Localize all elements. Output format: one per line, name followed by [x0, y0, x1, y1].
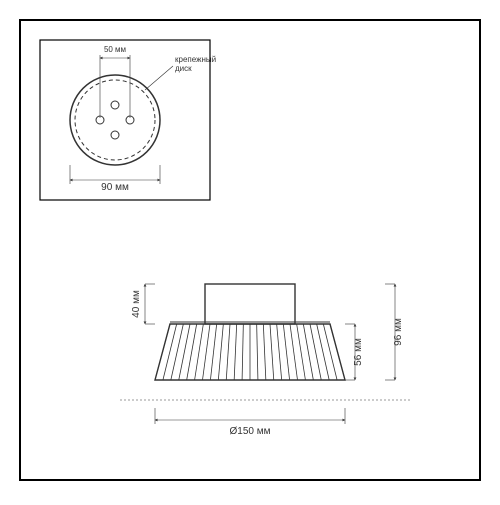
svg-text:56 мм: 56 мм — [353, 338, 364, 366]
technical-drawing: 50 ммкрепежныйдиск90 мм40 мм56 мм96 ммØ1… — [0, 0, 500, 500]
svg-text:40 мм: 40 мм — [131, 290, 142, 318]
outer-frame — [20, 20, 480, 480]
dim-90-label: 90 мм — [101, 182, 129, 193]
dim-50-label: 50 мм — [104, 45, 126, 54]
mount-hole-0 — [111, 101, 119, 109]
mount-hole-2 — [111, 131, 119, 139]
svg-text:96 мм: 96 мм — [393, 318, 404, 346]
lamp-cylinder — [205, 284, 295, 324]
svg-text:Ø150 мм: Ø150 мм — [230, 426, 271, 437]
mount-disc-inner — [75, 80, 155, 160]
